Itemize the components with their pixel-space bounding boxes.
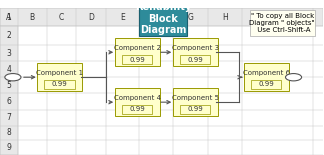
Text: F: F — [154, 13, 158, 22]
FancyBboxPatch shape — [251, 80, 282, 89]
Text: Component 5: Component 5 — [172, 95, 219, 101]
FancyBboxPatch shape — [173, 38, 218, 66]
Text: 4: 4 — [6, 65, 11, 74]
FancyBboxPatch shape — [114, 38, 160, 66]
FancyBboxPatch shape — [122, 55, 152, 64]
Text: 0.99: 0.99 — [129, 57, 145, 62]
Text: " To copy all Block
Diagram " objects"
 Use Ctrl-Shift-A: " To copy all Block Diagram " objects" U… — [249, 13, 315, 33]
FancyBboxPatch shape — [139, 1, 187, 36]
Text: E: E — [120, 13, 125, 22]
Text: 3: 3 — [6, 49, 11, 58]
Text: B: B — [30, 13, 35, 22]
FancyBboxPatch shape — [244, 63, 289, 91]
Text: 0.99: 0.99 — [52, 82, 67, 87]
FancyBboxPatch shape — [44, 80, 75, 89]
FancyBboxPatch shape — [180, 104, 211, 114]
Text: C: C — [59, 13, 64, 22]
Text: 8: 8 — [6, 128, 11, 137]
Text: 0.99: 0.99 — [129, 106, 145, 112]
Text: G: G — [187, 13, 193, 22]
FancyBboxPatch shape — [0, 8, 323, 155]
FancyBboxPatch shape — [37, 63, 82, 91]
Text: A: A — [6, 13, 11, 22]
Text: Component 2: Component 2 — [114, 45, 161, 51]
Text: 5: 5 — [6, 81, 11, 90]
Circle shape — [5, 74, 21, 81]
FancyBboxPatch shape — [114, 88, 160, 116]
Text: Reliability
Block
Diagram: Reliability Block Diagram — [135, 2, 191, 35]
Text: 0.99: 0.99 — [258, 82, 274, 87]
Text: 2: 2 — [6, 31, 11, 40]
Text: I: I — [276, 13, 279, 22]
Text: 9: 9 — [6, 143, 11, 152]
Text: Component 6: Component 6 — [243, 70, 290, 76]
Circle shape — [285, 74, 302, 81]
FancyBboxPatch shape — [0, 8, 323, 26]
Text: 0.99: 0.99 — [187, 57, 203, 62]
Text: 0.99: 0.99 — [187, 106, 203, 112]
FancyBboxPatch shape — [122, 104, 152, 114]
Text: D: D — [88, 13, 94, 22]
Text: 6: 6 — [6, 97, 11, 106]
Text: H: H — [222, 13, 228, 22]
FancyBboxPatch shape — [0, 26, 18, 155]
Text: Component 1: Component 1 — [36, 70, 83, 76]
FancyBboxPatch shape — [180, 55, 211, 64]
Text: 1: 1 — [6, 13, 11, 22]
Text: 7: 7 — [6, 113, 11, 122]
FancyBboxPatch shape — [250, 10, 315, 36]
Text: Component 3: Component 3 — [172, 45, 219, 51]
Text: Component 4: Component 4 — [114, 95, 161, 101]
FancyBboxPatch shape — [173, 88, 218, 116]
